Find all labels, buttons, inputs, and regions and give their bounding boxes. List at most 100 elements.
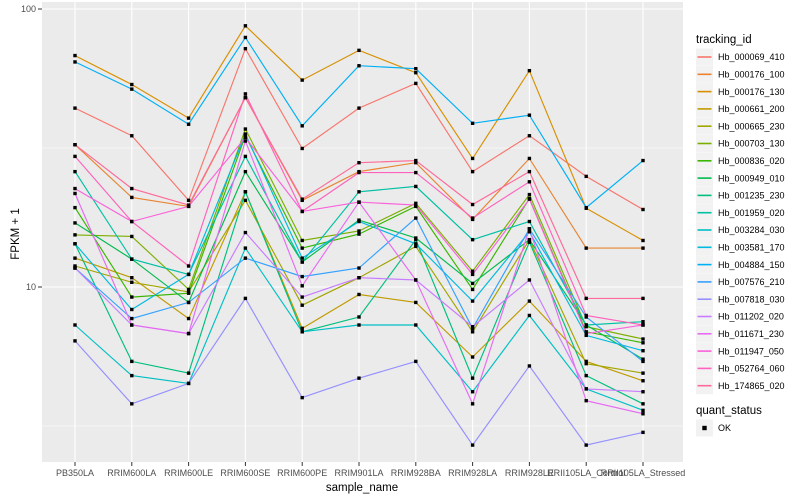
axis-tick-label: 100: [21, 4, 36, 14]
data-point: [73, 60, 77, 64]
data-point: [186, 198, 191, 203]
data-point: [641, 349, 645, 353]
legend-label-Hb_000176_130: Hb_000176_130: [718, 87, 785, 97]
data-point: [414, 71, 418, 75]
data-point: [243, 230, 248, 235]
data-point: [243, 296, 248, 301]
data-point: [243, 169, 248, 174]
data-point: [130, 280, 134, 284]
data-point: [641, 158, 645, 163]
data-point: [73, 323, 77, 327]
data-point: [584, 246, 588, 250]
data-point: [584, 330, 588, 334]
data-point: [641, 430, 645, 435]
data-point: [470, 287, 475, 292]
y-axis: 100 10: [21, 4, 42, 292]
data-point: [186, 264, 191, 268]
data-point: [584, 359, 588, 364]
data-point: [414, 323, 418, 327]
data-point: [414, 203, 418, 207]
data-point: [73, 169, 77, 174]
x-axis-title: sample_name: [325, 482, 399, 494]
data-point: [130, 402, 134, 406]
legend-label-Hb_174865_020: Hb_174865_020: [718, 381, 785, 391]
data-point: [584, 361, 588, 366]
data-point: [130, 186, 134, 191]
data-point: [641, 337, 645, 341]
data-point: [186, 116, 191, 120]
data-point: [130, 359, 134, 364]
data-point: [243, 95, 248, 100]
data-point: [357, 229, 361, 233]
data-point: [130, 195, 134, 200]
data-point: [584, 398, 588, 403]
data-point: [470, 121, 475, 126]
data-point: [357, 160, 361, 165]
legend-label-ok: OK: [718, 423, 731, 433]
data-point: [357, 376, 361, 380]
data-point: [300, 246, 304, 250]
data-point: [584, 333, 588, 338]
data-point: [243, 24, 248, 28]
data-point: [414, 170, 418, 175]
data-point: [186, 122, 191, 126]
data-point: [243, 135, 248, 140]
axis-tick-label: 10: [26, 282, 36, 292]
data-point: [470, 443, 475, 447]
data-point: [73, 106, 77, 110]
data-point: [130, 82, 134, 87]
legend-quant-status: OK: [696, 419, 731, 437]
legend-label-Hb_001959_020: Hb_001959_020: [718, 208, 785, 218]
legend-label-Hb_000703_130: Hb_000703_130: [718, 139, 785, 149]
legend-label-Hb_001235_230: Hb_001235_230: [718, 191, 785, 201]
data-point: [357, 276, 361, 280]
data-point: [414, 237, 418, 242]
data-point: [73, 186, 77, 191]
data-point: [641, 207, 645, 212]
data-point: [73, 264, 77, 268]
data-point: [414, 359, 418, 364]
data-point: [414, 201, 418, 206]
data-point: [357, 292, 361, 297]
data-point: [527, 219, 532, 224]
data-point: [300, 124, 304, 128]
data-point: [414, 242, 418, 246]
data-point: [243, 246, 248, 250]
data-point: [414, 300, 418, 305]
data-point: [186, 287, 191, 292]
data-point: [527, 227, 532, 231]
data-point: [584, 313, 588, 318]
data-point: [130, 234, 134, 239]
data-point: [73, 205, 77, 210]
data-point: [414, 158, 418, 163]
data-point: [300, 326, 304, 331]
data-point: [584, 205, 588, 210]
data-point: [641, 412, 645, 416]
data-point: [641, 296, 645, 301]
data-point: [414, 160, 418, 165]
legend-label-Hb_003284_030: Hb_003284_030: [718, 225, 785, 235]
data-point: [300, 284, 304, 288]
data-point: [300, 256, 304, 260]
data-point: [641, 359, 645, 364]
legend-label-Hb_004884_150: Hb_004884_150: [718, 260, 785, 270]
data-point: [186, 291, 191, 295]
data-point: [641, 341, 645, 345]
data-point: [300, 303, 304, 307]
axis-tick-label: RRIM928LA: [448, 468, 497, 478]
data-point: [641, 390, 645, 394]
data-point: [470, 269, 475, 273]
data-point: [470, 324, 475, 329]
data-point: [73, 233, 77, 237]
data-point: [641, 408, 645, 413]
data-point: [300, 78, 304, 82]
data-point: [641, 371, 645, 375]
data-point: [300, 197, 304, 201]
data-point: [357, 106, 361, 110]
legend-label-Hb_000069_410: Hb_000069_410: [718, 52, 785, 62]
data-point: [357, 315, 361, 319]
axis-tick-label: RRIM928BA: [391, 468, 441, 478]
data-point: [527, 364, 532, 368]
axis-tick-label: RRIM901LA: [334, 468, 383, 478]
data-point: [357, 200, 361, 204]
